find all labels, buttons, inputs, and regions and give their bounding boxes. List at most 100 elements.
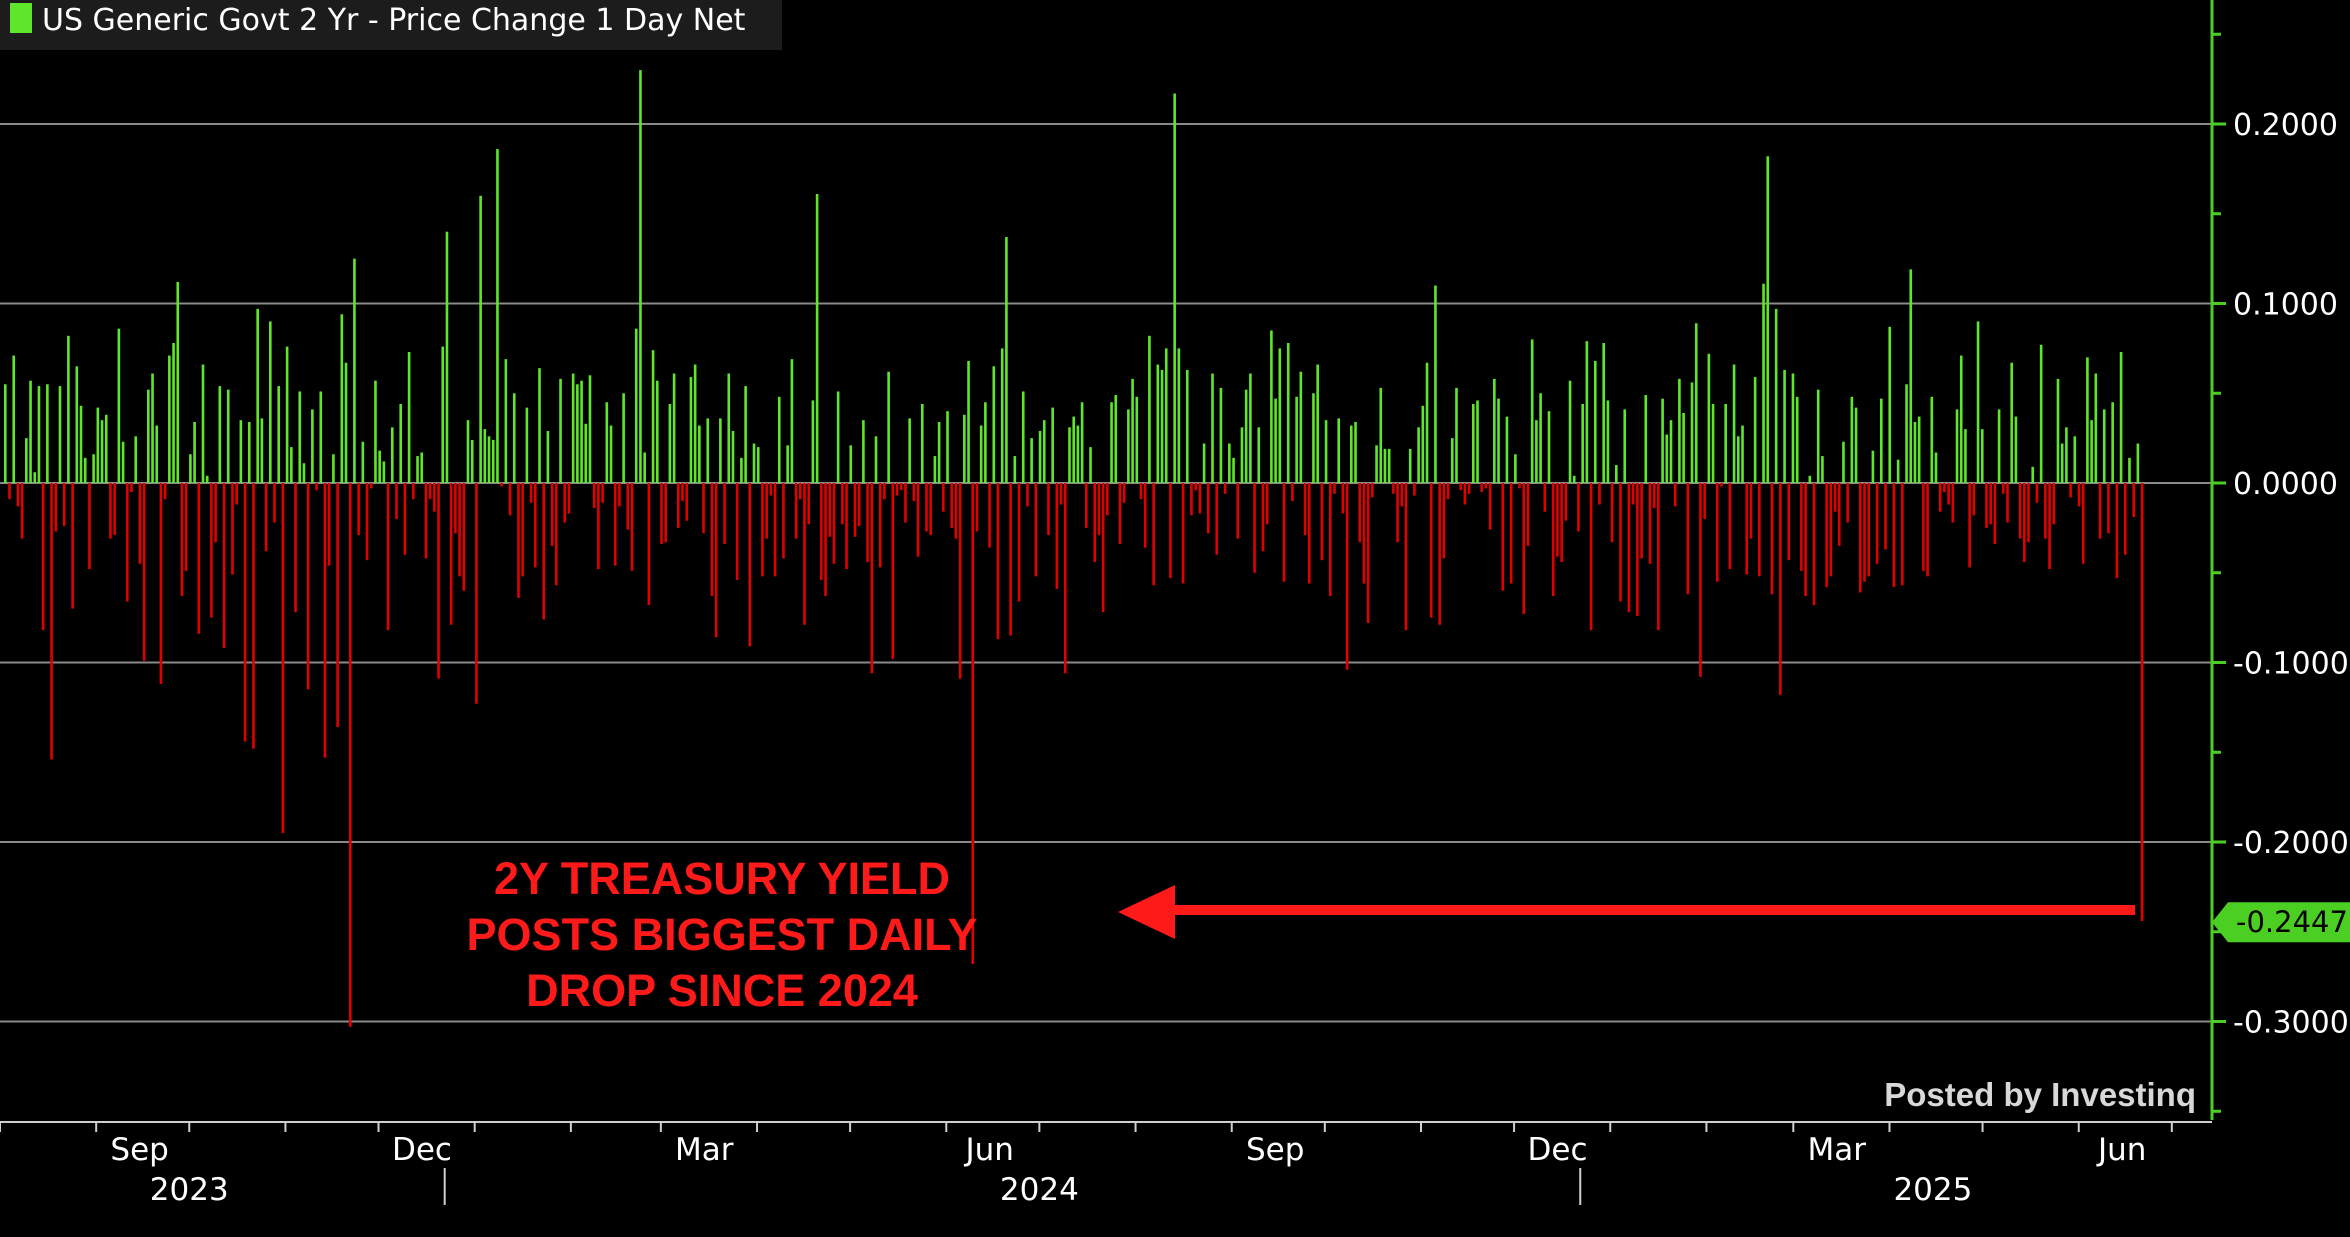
bar	[1901, 483, 1904, 586]
bar	[1909, 269, 1913, 483]
bar	[1833, 483, 1837, 512]
bar	[433, 483, 436, 512]
bar	[979, 425, 983, 483]
bar	[723, 483, 726, 545]
bar	[1164, 348, 1168, 484]
last-value-label: -0.2447	[2236, 905, 2348, 939]
bar	[412, 483, 415, 500]
bar	[2060, 443, 2064, 483]
bar	[1808, 475, 1812, 483]
bar	[1640, 483, 1643, 559]
bar	[2018, 483, 2022, 539]
bar	[1354, 421, 1357, 483]
bar	[1648, 483, 1652, 564]
bar	[1930, 396, 1934, 483]
bar	[1160, 369, 1164, 483]
bar	[2065, 427, 2068, 484]
bar	[1572, 475, 1576, 483]
bar	[172, 342, 175, 483]
bar	[1059, 483, 1063, 505]
bar	[176, 281, 180, 483]
bar	[769, 483, 773, 496]
bar	[904, 483, 907, 523]
bar	[967, 360, 970, 483]
bar	[546, 430, 550, 483]
bar	[1303, 483, 1307, 536]
bar	[765, 483, 768, 539]
bar	[1535, 420, 1538, 484]
bar	[1425, 362, 1429, 484]
x-month-label: Mar	[675, 1132, 734, 1168]
bar	[2090, 420, 2093, 484]
bar	[2023, 483, 2026, 562]
bar	[740, 457, 743, 483]
bar	[929, 483, 932, 536]
bar	[634, 328, 638, 483]
bar	[1749, 483, 1753, 539]
bar	[1585, 341, 1589, 483]
bar	[1228, 443, 1231, 483]
bar	[761, 483, 764, 577]
bar	[420, 452, 424, 484]
bar	[33, 472, 37, 483]
bar	[630, 483, 634, 571]
bar	[866, 483, 869, 562]
bar	[508, 483, 512, 516]
bar	[1530, 339, 1534, 483]
bar	[1673, 483, 1677, 507]
bar	[151, 373, 154, 483]
bar	[374, 380, 377, 483]
bar	[719, 418, 722, 483]
bar	[1181, 483, 1185, 584]
bar	[916, 483, 920, 557]
bar	[25, 438, 28, 484]
bar	[269, 321, 272, 483]
bar	[1270, 330, 1273, 483]
bar	[264, 483, 268, 552]
bar	[1076, 425, 1080, 483]
bar	[1379, 387, 1383, 483]
bar	[1690, 382, 1694, 483]
bar	[16, 483, 20, 507]
bar	[1185, 369, 1189, 483]
bar	[2044, 483, 2047, 539]
bar	[950, 483, 954, 528]
bar	[1816, 389, 1820, 483]
bar	[1888, 326, 1892, 483]
bar	[41, 483, 45, 631]
bar	[100, 420, 104, 484]
bar	[2048, 483, 2051, 570]
bar	[1476, 400, 1479, 483]
bar	[580, 380, 583, 483]
bar	[2123, 483, 2127, 555]
x-month-label: Sep	[110, 1132, 168, 1168]
bar	[1762, 283, 1765, 483]
bar	[1387, 448, 1391, 483]
bar	[1976, 321, 1980, 483]
bar	[1602, 342, 1605, 483]
bar	[75, 366, 79, 483]
bar	[54, 483, 58, 532]
bar	[1127, 409, 1130, 483]
bar	[281, 483, 285, 834]
bar	[1097, 483, 1101, 536]
bar	[273, 483, 276, 523]
bar	[142, 483, 146, 661]
bar	[1518, 483, 1521, 489]
bar	[239, 420, 243, 484]
bar	[437, 483, 440, 679]
bar	[1551, 483, 1555, 597]
bar	[1564, 483, 1568, 521]
bar	[298, 391, 302, 483]
bar	[1501, 483, 1505, 591]
x-month-label: Dec	[392, 1132, 452, 1168]
bar	[1934, 452, 1938, 484]
x-year-label: 2024	[1000, 1172, 1079, 1208]
bar	[113, 483, 116, 536]
bar	[1543, 483, 1547, 512]
bar	[1568, 380, 1572, 483]
bar	[1715, 483, 1719, 582]
bar	[92, 454, 95, 483]
bar	[500, 483, 503, 487]
bar	[1787, 483, 1791, 561]
